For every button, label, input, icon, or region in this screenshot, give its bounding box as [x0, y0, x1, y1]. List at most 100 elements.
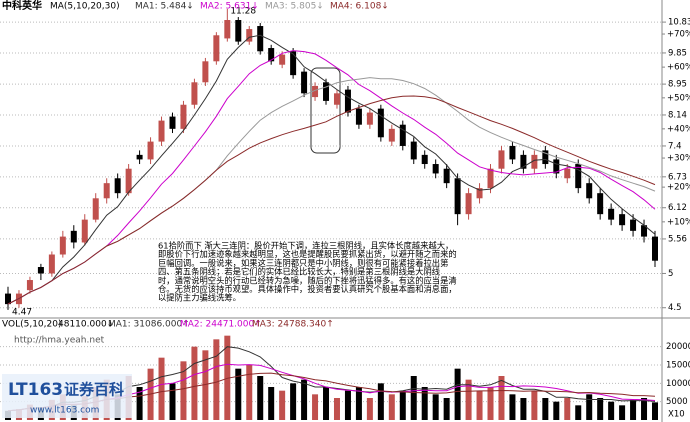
y-tick-label: 6.73 — [668, 172, 687, 182]
volume-bar — [586, 394, 593, 420]
y-tick-label: 10.83 — [668, 18, 690, 28]
candle-body — [619, 214, 626, 226]
candle-body — [388, 128, 395, 142]
logo-brand: LT163 — [8, 380, 63, 400]
pct-tick-label: +30% — [667, 154, 690, 164]
volume-bar — [290, 383, 297, 420]
candle-body — [443, 168, 450, 184]
logo-url: www.lt163.com — [30, 406, 99, 416]
volume-bar — [399, 390, 406, 420]
candle-body — [202, 61, 209, 83]
volume-bar — [465, 379, 472, 420]
volume-bar — [421, 387, 428, 420]
candle-body — [520, 154, 527, 169]
legend-entry: MA2: 5.631↓ — [200, 2, 259, 12]
volume-bar — [553, 401, 560, 420]
candle-body — [410, 141, 417, 160]
pct-tick-label: +40% — [667, 124, 690, 134]
annotation-line: 四、第五条阴线；若是它们的实体已经比较长大，特别是第三根阴线是大阴线 — [158, 267, 440, 277]
candle-body — [290, 51, 297, 76]
candle-body — [92, 198, 99, 220]
volume-bar — [301, 379, 308, 420]
legend-entry: MA1: 31086.000↑ — [108, 320, 190, 330]
legend-entry: MA3: 5.805↓ — [265, 2, 324, 12]
volume-bar — [202, 350, 209, 420]
stock-name: 中科英华 — [2, 0, 42, 12]
logo: LT163 证券百科 www.lt163.com — [2, 374, 132, 418]
annotation-line: 61拾阶而下 渐大三连阴：股价开始下调，连拉三根阴线，且实体长度越来越大， — [158, 241, 453, 251]
candle-body — [70, 230, 77, 243]
volume-bar — [476, 390, 483, 420]
candle-body — [37, 267, 44, 274]
volume-bar — [158, 357, 165, 420]
candle-body — [366, 112, 373, 125]
candle-body — [48, 254, 55, 274]
candle-body — [454, 178, 461, 215]
candle-body — [114, 178, 121, 194]
volume-bar — [641, 398, 648, 420]
highlight-box — [310, 67, 341, 154]
pct-tick-label: +50% — [667, 93, 690, 103]
y-tick-label: 8.95 — [668, 80, 687, 90]
y-tick-label: 5 — [668, 269, 673, 279]
volume-bar — [191, 346, 198, 420]
volume-bar — [498, 376, 505, 420]
ma-line — [7, 50, 656, 305]
pct-tick-label: +10% — [667, 217, 690, 227]
volume-bar — [136, 387, 143, 420]
annotation-line: 以提防主力骗线洗筹。 — [158, 293, 241, 303]
candle-body — [169, 116, 176, 129]
candle-body — [312, 85, 319, 98]
unit-label: X10 — [668, 410, 685, 420]
volume-bar — [542, 398, 549, 420]
legend-entry: MA4: 6.108↓ — [330, 2, 389, 12]
candle-body — [597, 193, 604, 215]
candle-body — [59, 236, 66, 255]
candle-body — [531, 154, 538, 169]
legend-entry: MA2: 24471.000↑ — [180, 320, 262, 330]
volume-bar — [443, 398, 450, 420]
volume-bar — [410, 376, 417, 420]
volume-bar — [180, 361, 187, 420]
volume-bar — [531, 390, 538, 420]
candle-body — [125, 168, 132, 194]
pct-tick-label: +70% — [667, 30, 690, 40]
volume-bar — [366, 398, 373, 420]
volume-bar — [608, 401, 615, 420]
ma-line — [7, 95, 656, 305]
candle-body — [5, 293, 11, 305]
annotation-line: 巨幅回调。一般说来，如果这三连阴都只是中小阴线，则很有可能紧接着拉出第 — [158, 258, 448, 268]
candle-body — [377, 108, 384, 138]
volume-bar — [268, 387, 275, 420]
y-tick-label: 7.4 — [668, 141, 682, 151]
legend-entry: MA1: 5.484↓ — [135, 2, 194, 12]
logo-bg — [2, 374, 132, 418]
volume-bar — [432, 394, 439, 420]
candle-body — [465, 193, 472, 215]
candle-body — [355, 108, 362, 125]
candle-body — [26, 280, 33, 291]
candle-body — [608, 208, 615, 220]
candle-body — [268, 48, 275, 62]
annotation-line: 仓。无货的应该持币观望。具体操作中，投资者要认真研究个股基本面和消息面， — [158, 284, 457, 294]
candle-body — [432, 164, 439, 174]
y-tick-label: 10000 — [666, 379, 690, 389]
ma-label: MA(5,10,20,30) — [50, 2, 120, 12]
candle-body — [213, 35, 220, 62]
vol-current: 48110.000↓ — [58, 320, 114, 330]
ma-line — [7, 34, 656, 305]
candle-body — [246, 29, 253, 42]
candle-body — [279, 54, 286, 65]
y-tick-label: 5.56 — [668, 234, 687, 244]
candle-body — [586, 183, 593, 199]
candle-body — [498, 150, 505, 169]
volume-bar — [630, 399, 637, 420]
volume-bar — [235, 368, 242, 420]
candle-body — [323, 82, 330, 101]
volume-bar — [652, 402, 658, 420]
candle-body — [136, 154, 143, 160]
y-tick-label: 5000 — [666, 397, 688, 407]
y-tick-label: 15000 — [666, 361, 690, 371]
